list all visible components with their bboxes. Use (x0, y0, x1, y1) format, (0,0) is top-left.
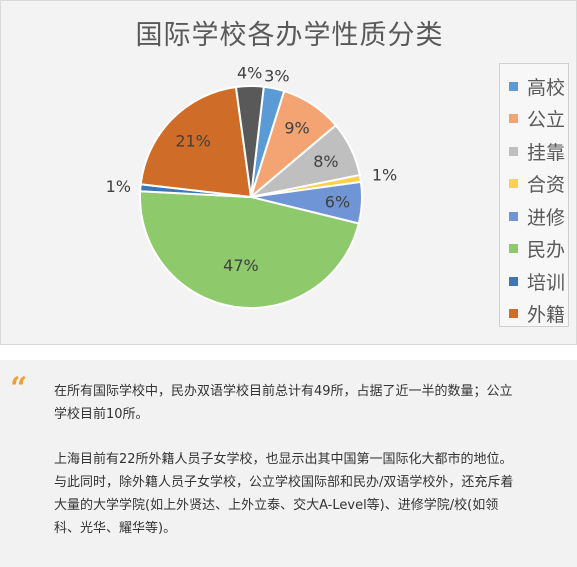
legend-swatch (509, 211, 518, 221)
legend-item-民办: 民办 (500, 233, 568, 266)
quote-card: “ 在所有国际学校中，民办双语学校目前总计有49所，占据了近一半的数量；公立学校… (0, 360, 577, 567)
data-label-进修: 6% (325, 193, 350, 212)
legend-item-合资: 合资 (500, 168, 568, 201)
legend-swatch (509, 309, 518, 319)
data-label-挂靠: 8% (313, 152, 338, 171)
legend-item-进修: 进修 (500, 200, 568, 233)
chart-title: 国际学校各办学性质分类 (135, 20, 444, 51)
legend-label: 高校 (527, 76, 566, 99)
data-label-高校: 3% (264, 66, 289, 85)
legend-item-培训: 培训 (500, 265, 568, 298)
legend-item-外籍: 外籍 (500, 298, 568, 331)
legend-item-公立: 公立 (500, 103, 568, 136)
data-label-other: 4% (237, 64, 262, 83)
pie-slice-民办 (139, 190, 361, 309)
data-label-合资: 1% (372, 165, 397, 184)
legend-item-挂靠: 挂靠 (500, 135, 568, 168)
legend-swatch (509, 81, 518, 91)
quote-paragraph-1: 在所有国际学校中，民办双语学校目前总计有49所，占据了近一半的数量；公立学校目前… (54, 384, 513, 422)
data-label-培训: 1% (106, 177, 131, 196)
pie-chart: 3% 9%8% 1% 6% 47% 1% 21% 4% (106, 64, 397, 309)
legend-label: 民办 (527, 239, 566, 262)
quote-paragraph-2: 上海目前有22所外籍人员子女学校，也显示出其中国第一国际化大都市的地位。与此同时… (54, 452, 514, 536)
legend-label: 培训 (527, 271, 566, 294)
legend-item-高校: 高校 (500, 70, 568, 103)
legend-swatch (509, 114, 518, 124)
legend-label: 进修 (527, 206, 566, 229)
data-label-民办: 47% (223, 256, 259, 275)
legend-label: 合资 (527, 174, 566, 197)
chart-card: 国际学校各办学性质分类 3% 9% 8% 1% 6% 47% 1% 21% 4% 高校公立挂靠合… (0, 0, 577, 345)
legend-swatch (509, 244, 518, 254)
data-label-外籍: 21% (175, 131, 211, 150)
quote-text: 在所有国际学校中，民办双语学校目前总计有49所，占据了近一半的数量；公立学校目前… (54, 380, 524, 562)
legend-label: 挂靠 (527, 141, 566, 164)
legend-swatch (509, 179, 518, 189)
pie-slice-other (234, 85, 265, 198)
quote-mark-icon: “ (10, 371, 28, 406)
legend-swatch (509, 276, 518, 286)
legend-swatch (509, 146, 518, 156)
legend-label: 外籍 (527, 304, 566, 327)
legend-label: 公立 (527, 109, 566, 132)
chart-legend: 高校公立挂靠合资进修民办培训外籍 (499, 63, 569, 327)
pie-slice-外籍 (139, 85, 253, 199)
data-label-公立: 9% (284, 119, 309, 138)
